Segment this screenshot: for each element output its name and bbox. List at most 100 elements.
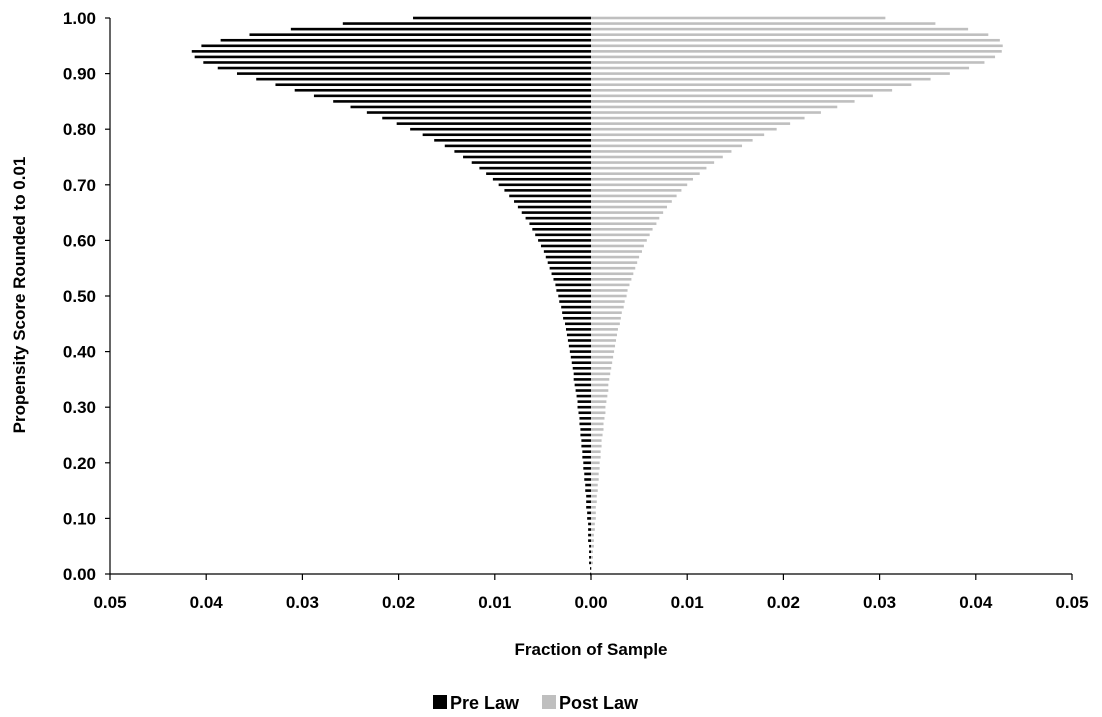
pre-law-bars [191,16,592,576]
bar-pre-law [589,561,591,565]
bar-post-law [591,105,838,109]
bar-pre-law [538,239,591,242]
bar-post-law [591,561,593,565]
bar-pre-law [434,139,591,142]
bar-pre-law [203,61,591,64]
bar-pre-law [567,339,591,342]
x-tick-label: 0.05 [93,593,126,612]
bar-post-law [591,88,893,92]
bar-pre-law [236,72,591,75]
bar-pre-law [492,177,591,181]
x-tick-label: 0.00 [574,593,607,612]
bar-post-law [591,467,600,470]
bar-pre-law [366,111,591,114]
bar-post-law [591,567,592,570]
y-tick-label: 0.60 [63,231,96,250]
bar-post-law [591,328,618,331]
bar-post-law [591,127,777,131]
bar-pre-law [444,144,591,148]
bar-post-law [591,533,594,537]
bar-post-law [591,383,609,387]
bar-pre-law [563,316,591,320]
bar-pre-law [562,311,591,314]
bar-pre-law [581,439,591,442]
bar-pre-law [586,505,591,509]
bar-pre-law [580,428,591,431]
bar-pre-law [194,55,591,59]
bar-pre-law [396,122,591,125]
bar-post-law [591,528,595,531]
post-law-bars [591,16,1003,576]
bar-pre-law [525,216,591,220]
bar-post-law [591,517,596,520]
bar-pre-law [577,400,591,403]
bar-post-law [591,139,753,142]
bar-post-law [591,33,989,36]
bar-pre-law [583,467,591,470]
x-tick-label: 0.02 [767,593,800,612]
bar-post-law [591,494,597,498]
bar-pre-law [584,472,591,476]
bar-post-law [591,472,599,476]
bar-post-law [591,489,598,492]
bar-post-law [591,333,617,337]
bar-pre-law [588,533,591,537]
legend-swatch-post-law [542,695,556,709]
bar-post-law [591,50,1002,53]
bar-pre-law [587,517,591,520]
bar-pre-law [540,244,591,248]
bar-pre-law [561,305,591,309]
bar-post-law [591,116,805,120]
bar-post-law [591,205,667,209]
bar-pre-law [555,283,591,287]
y-tick-label: 0.30 [63,398,96,417]
bar-pre-law [333,100,591,103]
x-tick-label: 0.04 [190,593,224,612]
bar-post-law [591,244,644,248]
bar-post-law [591,311,622,314]
bar-pre-law [410,127,591,131]
bar-post-law [591,261,638,264]
bar-pre-law [575,389,591,392]
bar-post-law [591,189,682,192]
y-tick-label: 1.00 [63,9,96,28]
bar-post-law [591,200,672,203]
bar-pre-law [590,567,591,570]
bar-pre-law [586,494,591,498]
axes: 0.00 0.10 0.20 0.30 0.40 0.50 0.60 0.70 0.80 0.90… [63,9,1089,612]
bar-post-law [591,66,970,70]
bar-post-law [591,55,996,59]
y-tick-label: 0.90 [63,65,96,84]
bar-pre-law [549,266,591,270]
bar-post-law [591,478,599,481]
bar-post-law [591,417,605,420]
bar-pre-law [422,133,591,137]
bar-post-law [591,400,607,403]
bar-pre-law [565,328,591,331]
x-tick-label: 0.05 [1055,593,1088,612]
bar-pre-law [545,255,591,259]
bar-pre-law [588,528,591,531]
bar-pre-law [517,205,591,209]
bar-pre-law [521,211,591,214]
bar-pre-law [578,411,591,415]
x-tick-label: 0.02 [382,593,415,612]
legend-label-post-law: Post Law [559,693,639,713]
bar-pre-law [529,222,591,226]
x-tick-label: 0.03 [286,593,319,612]
y-tick-label: 0.00 [63,565,96,584]
y-tick-label: 0.10 [63,509,96,528]
bar-post-law [591,483,598,487]
bar-post-law [591,83,912,87]
bar-post-law [591,455,601,459]
bar-post-law [591,183,688,187]
bar-pre-law [568,344,591,348]
bar-post-law [591,355,614,359]
bar-pre-law [586,500,591,504]
bar-pre-law [249,33,592,36]
bar-pre-law [559,300,591,303]
bar-post-law [591,283,630,287]
bar-post-law [591,366,612,370]
bar-pre-law [585,483,591,487]
bar-post-law [591,389,609,392]
